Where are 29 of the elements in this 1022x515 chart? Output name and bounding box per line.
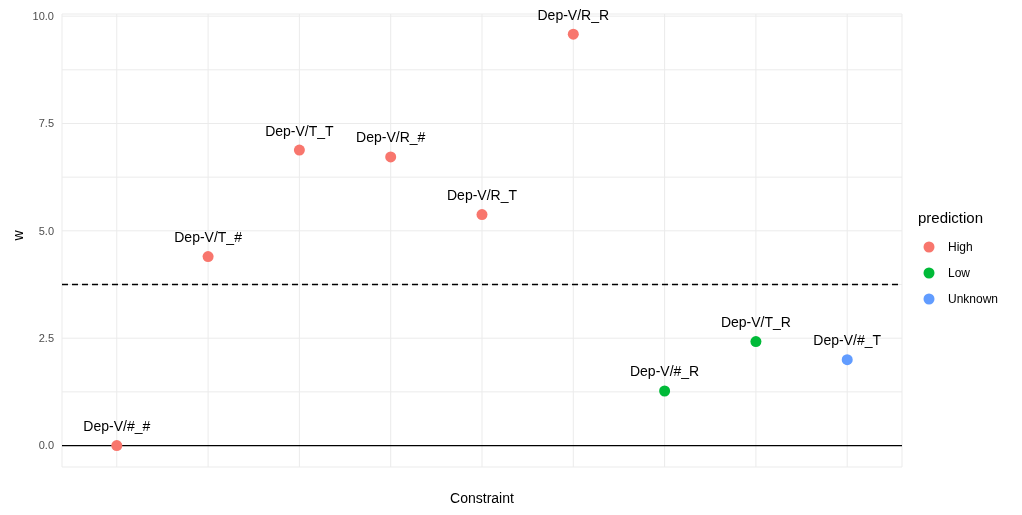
point <box>385 151 397 163</box>
data-label: Dep-V/#_# <box>83 418 151 435</box>
data-label: Dep-V/R_T <box>446 187 518 204</box>
y-tick-label: 0.0 <box>38 439 54 452</box>
legend-label: Unknown <box>948 292 999 306</box>
point <box>841 354 853 366</box>
x-axis-title: Constraint <box>450 490 515 506</box>
data-label: Dep-V/T_# <box>174 229 243 246</box>
legend-title: prediction <box>918 209 985 226</box>
data-label: Dep-V/#_R <box>629 363 700 380</box>
point <box>750 336 762 348</box>
y-tick-label: 2.5 <box>38 332 54 345</box>
point <box>476 209 488 221</box>
point <box>202 251 214 263</box>
data-label: Dep-V/R_# <box>356 129 426 146</box>
data-label: Dep-V/T_R <box>720 314 791 331</box>
legend-label: Low <box>948 266 971 280</box>
y-tick-label: 10.0 <box>32 10 54 23</box>
y-axis-title: w <box>9 229 26 242</box>
point <box>567 28 579 40</box>
data-label: Dep-V/#_T <box>813 332 882 349</box>
point <box>659 385 671 397</box>
legend-label: High <box>948 240 973 254</box>
data-label: Dep-V/T_T <box>265 122 335 139</box>
point <box>111 440 123 452</box>
data-label: Dep-V/R_R <box>537 6 610 23</box>
point <box>293 144 305 156</box>
y-tick-label: 7.5 <box>38 117 54 130</box>
y-tick-label: 5.0 <box>38 224 54 237</box>
